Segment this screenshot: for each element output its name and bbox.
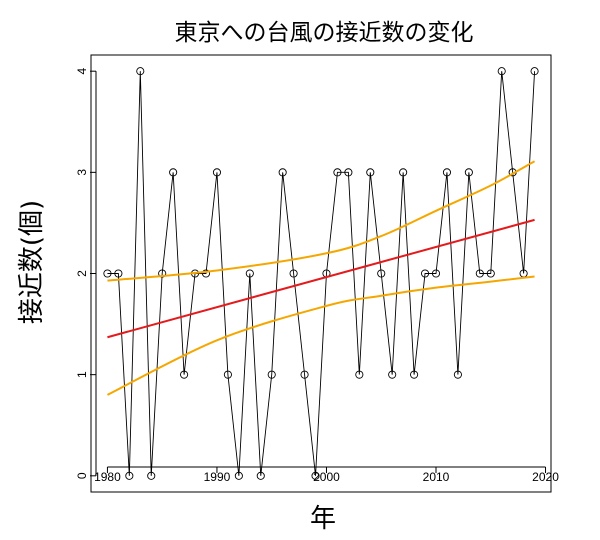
y-tick-label: 4 bbox=[75, 68, 89, 75]
data-point bbox=[158, 269, 167, 278]
data-point bbox=[114, 269, 123, 278]
data-point bbox=[223, 370, 232, 379]
series-layer bbox=[103, 67, 539, 480]
data-point bbox=[311, 471, 320, 480]
data-point bbox=[289, 269, 298, 278]
y-tick-label: 2 bbox=[75, 270, 89, 277]
data-point bbox=[245, 269, 254, 278]
data-point bbox=[431, 269, 441, 278]
data-point bbox=[256, 471, 265, 480]
data-point bbox=[278, 168, 287, 177]
data-point bbox=[486, 269, 495, 278]
data-point bbox=[180, 370, 189, 379]
data-point bbox=[475, 269, 484, 278]
y-axis: 0 1 2 3 4 bbox=[75, 68, 97, 479]
data-point bbox=[442, 168, 452, 177]
data-point bbox=[333, 168, 342, 177]
x-tick-label: 1980 bbox=[94, 470, 121, 484]
data-point bbox=[355, 370, 364, 379]
data-point bbox=[212, 168, 222, 177]
x-tick-label: 1990 bbox=[204, 470, 231, 484]
x-tick-label: 2010 bbox=[423, 470, 450, 484]
data-point bbox=[399, 168, 408, 177]
x-tick-label: 2000 bbox=[313, 470, 340, 484]
data-point bbox=[388, 370, 397, 379]
data-point bbox=[300, 370, 309, 379]
data-point bbox=[464, 168, 473, 177]
chart-title: 東京への台風の接近数の変化 bbox=[175, 20, 474, 46]
data-point bbox=[377, 269, 386, 278]
data-point bbox=[125, 471, 134, 480]
data-point bbox=[410, 370, 419, 379]
data-point bbox=[344, 168, 353, 177]
data-point bbox=[136, 67, 145, 76]
data-point bbox=[234, 471, 243, 480]
observed-line bbox=[107, 71, 536, 476]
data-point bbox=[169, 168, 178, 177]
y-axis-title: 接近数(個) bbox=[17, 200, 47, 324]
data-point bbox=[497, 67, 506, 76]
data-point bbox=[103, 269, 112, 278]
x-axis: 1980 1990 2000 2010 2020 bbox=[94, 466, 559, 484]
trend-line bbox=[107, 218, 535, 339]
data-point bbox=[201, 269, 211, 278]
data-point bbox=[420, 269, 430, 278]
x-tick-label: 2020 bbox=[532, 470, 559, 484]
lower-band-line bbox=[106, 275, 535, 396]
data-point bbox=[147, 471, 156, 480]
upper-band-line bbox=[107, 160, 536, 282]
y-tick-label: 3 bbox=[75, 169, 89, 176]
data-point bbox=[267, 370, 276, 379]
x-axis-title: 年 bbox=[310, 504, 336, 534]
y-tick-label: 1 bbox=[75, 371, 89, 378]
data-point bbox=[530, 67, 539, 76]
y-tick-label: 0 bbox=[75, 472, 89, 479]
data-point bbox=[453, 370, 462, 379]
data-point bbox=[366, 168, 375, 177]
